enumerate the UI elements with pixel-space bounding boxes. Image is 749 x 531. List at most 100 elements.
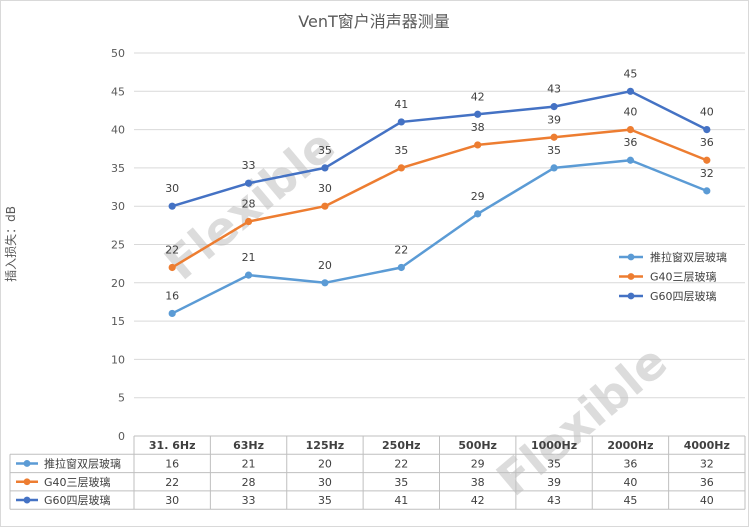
data-label: 30 — [318, 182, 332, 195]
data-point — [244, 271, 253, 279]
y-tick-label: 15 — [111, 315, 125, 328]
data-point — [474, 141, 482, 149]
table-cell: 33 — [242, 494, 256, 507]
data-point — [626, 87, 635, 95]
data-label: 32 — [700, 167, 714, 180]
table-cell: 16 — [165, 457, 179, 470]
y-tick-label: 10 — [111, 353, 125, 366]
y-tick-label: 0 — [118, 430, 125, 443]
series-line — [171, 158, 708, 315]
x-tick-label: 1000Hz — [531, 439, 577, 452]
legend-label: 推拉窗双层玻璃 — [650, 250, 727, 264]
data-label: 42 — [471, 90, 485, 103]
data-label: 35 — [547, 144, 561, 157]
data-label: 35 — [318, 144, 332, 157]
table-cell: 22 — [165, 476, 179, 489]
y-tick-label: 40 — [111, 124, 125, 137]
y-tick-label: 30 — [111, 200, 125, 213]
series-lines: 16 21 20 22 29 35 36 32 22 28 30 35 38 39 40 36 30 33 35 41… — [165, 67, 714, 318]
table-cell: 35 — [394, 476, 408, 489]
data-label: 21 — [242, 251, 256, 264]
x-tick-label: 500Hz — [458, 439, 497, 452]
table-cell: 30 — [165, 494, 179, 507]
series-line — [171, 90, 708, 208]
table-cell: 35 — [547, 457, 561, 470]
data-label: 33 — [242, 159, 256, 172]
table-cell: 40 — [623, 476, 637, 489]
data-label: 29 — [471, 190, 485, 203]
legend-marker — [627, 292, 635, 300]
table-cell: 36 — [700, 476, 714, 489]
data-point — [626, 126, 635, 134]
table-cell: 35 — [318, 494, 332, 507]
data-point — [703, 156, 711, 164]
y-tick-label: 25 — [111, 239, 125, 252]
data-label: 36 — [623, 136, 637, 149]
series-line — [171, 128, 708, 269]
table-series-name: G40三层玻璃 — [44, 475, 111, 489]
data-label: 22 — [165, 243, 179, 256]
y-tick-label: 20 — [111, 277, 125, 290]
data-point — [550, 103, 558, 111]
data-label: 43 — [547, 83, 561, 96]
data-point — [168, 263, 176, 272]
x-tick-label: 4000Hz — [684, 439, 730, 452]
data-label: 20 — [318, 259, 332, 272]
data-point — [703, 187, 711, 195]
series-group: 22 28 30 35 38 39 40 36 — [165, 106, 714, 272]
legend-marker — [627, 253, 635, 261]
data-point — [244, 217, 253, 226]
table-cell: 38 — [471, 476, 485, 489]
data-point — [474, 110, 482, 118]
table-cell: 41 — [394, 494, 408, 507]
table-cell: 36 — [623, 457, 637, 470]
x-tick-label: 63Hz — [233, 439, 264, 452]
data-label: 22 — [394, 243, 408, 256]
y-axis-title: 插入损失：dB — [3, 206, 18, 282]
data-point — [550, 164, 558, 172]
chart-title: VenT窗户消声器测量 — [298, 12, 449, 31]
table-cell: 40 — [700, 494, 714, 507]
y-tick-label: 50 — [111, 47, 125, 60]
table-cell: 39 — [547, 476, 561, 489]
data-label: 30 — [165, 182, 179, 195]
x-tick-label: 2000Hz — [607, 439, 653, 452]
legend: 推拉窗双层玻璃 G40三层玻璃 G60四层玻璃 — [619, 250, 727, 303]
y-axis: 0 5 10 15 20 25 30 35 40 45 50 — [111, 47, 125, 443]
table-legend-marker — [23, 496, 31, 504]
table-cell: 30 — [318, 476, 332, 489]
data-point — [321, 202, 329, 210]
data-label: 45 — [623, 67, 637, 80]
table-legend-marker — [23, 478, 31, 486]
data-point — [626, 156, 635, 164]
table-cell: 29 — [471, 457, 485, 470]
table-cell: 43 — [547, 494, 561, 507]
data-label: 40 — [700, 106, 714, 119]
x-tick-label: 125Hz — [306, 439, 345, 452]
data-label: 38 — [471, 121, 485, 134]
data-label: 16 — [165, 289, 179, 302]
data-point — [397, 263, 405, 272]
table-cell: 42 — [471, 494, 485, 507]
data-label: 41 — [394, 98, 408, 111]
series-group: 30 33 35 41 42 43 45 40 — [165, 67, 714, 210]
table-cell: 32 — [700, 457, 714, 470]
x-tick-label: 31. 6Hz — [149, 439, 196, 452]
data-label: 28 — [242, 198, 256, 211]
data-point — [550, 133, 558, 141]
data-point — [321, 279, 329, 287]
table-series-name: 推拉窗双层玻璃 — [44, 456, 121, 470]
data-point — [397, 118, 405, 126]
data-label: 39 — [547, 113, 561, 126]
data-label: 40 — [623, 106, 637, 119]
data-label: 36 — [700, 136, 714, 149]
table-series-name: G60四层玻璃 — [44, 493, 111, 507]
data-point — [168, 309, 176, 318]
data-table: 31. 6Hz 63Hz 125Hz 250Hz 500Hz 1000Hz 2000Hz 40… — [9, 435, 746, 510]
data-point — [321, 164, 329, 172]
table-cell: 28 — [242, 476, 256, 489]
data-point — [474, 210, 482, 218]
table-cell: 20 — [318, 457, 332, 470]
